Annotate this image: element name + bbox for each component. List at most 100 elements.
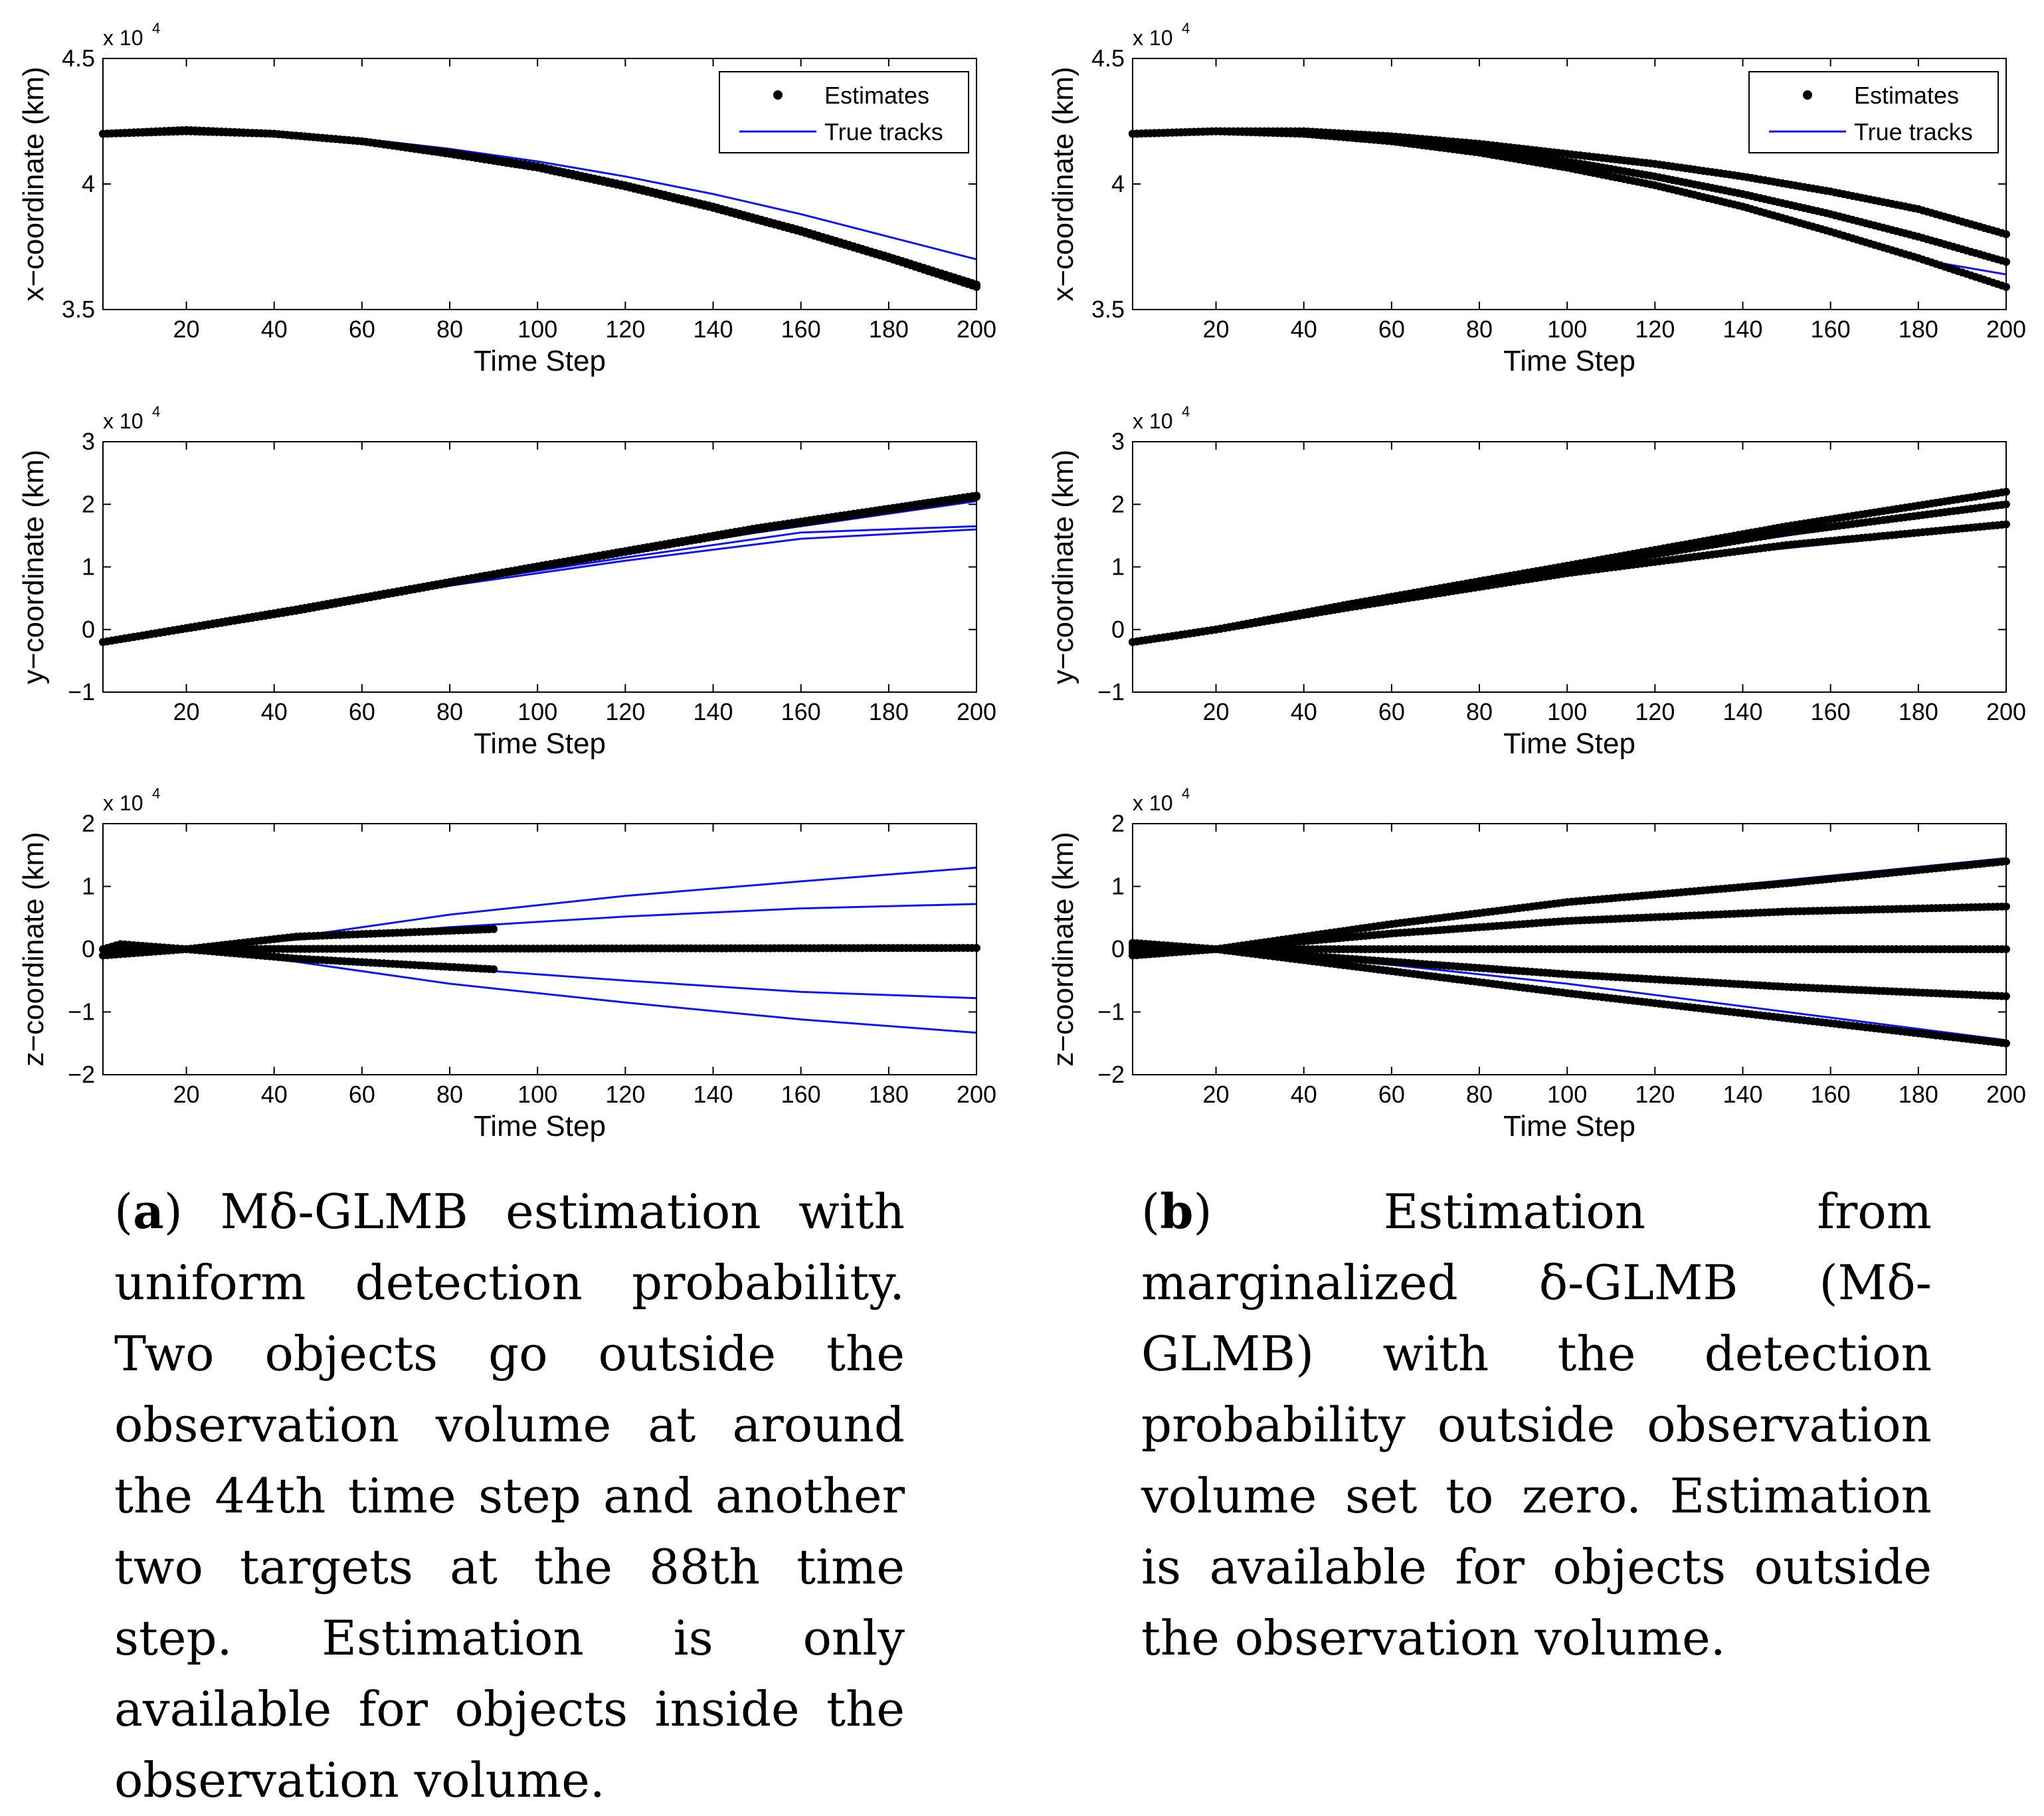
y-exponent-label: x 10 xyxy=(103,409,143,433)
y-exponent-power: 4 xyxy=(152,20,160,37)
x-tick-label: 100 xyxy=(517,698,557,725)
estimate-series xyxy=(99,945,498,974)
y-tick-label: 4 xyxy=(1111,170,1125,197)
x-tick-label: 200 xyxy=(957,316,996,343)
y-axis-label: x−coordinate (km) xyxy=(17,66,50,301)
estimate-point xyxy=(2002,488,2010,496)
estimate-point xyxy=(973,283,980,291)
x-tick-label: 40 xyxy=(261,1081,288,1108)
true-track-line xyxy=(102,525,977,644)
estimate-point xyxy=(973,944,980,953)
y-tick-label: 3.5 xyxy=(62,296,95,323)
y-tick-label: −1 xyxy=(68,998,95,1026)
y-tick-label: 4 xyxy=(82,170,95,197)
x-tick-label: 140 xyxy=(693,1081,733,1108)
x-axis-label: Time Step xyxy=(1503,727,1635,760)
chart-b-x: 20 40 60 80 100 120 140 160 180 200 3.5 4 4.5 x 10 4 Ti… xyxy=(1047,20,2026,377)
x-axis-label: Time Step xyxy=(474,345,606,377)
x-tick-label: 100 xyxy=(517,1081,557,1108)
x-tick-label: 40 xyxy=(261,316,288,343)
caption-a-text: Mδ-GLMB estimation with uniform detectio… xyxy=(114,1184,905,1808)
caption-a-tag: a xyxy=(133,1183,164,1239)
x-tick-label: 20 xyxy=(173,1081,200,1108)
chart-a-y: 20 40 60 80 100 120 140 160 180 200 −1 0 1 2 3 x 10 4 Tim… xyxy=(17,403,996,760)
x-tick-label: 120 xyxy=(605,1081,645,1108)
legend-estimate-marker xyxy=(773,90,783,100)
x-tick-label: 200 xyxy=(1986,1081,2026,1108)
x-tick-label: 40 xyxy=(261,698,288,725)
estimate-series xyxy=(99,492,980,646)
x-tick-label: 20 xyxy=(173,698,200,725)
chart-b-z: 20 40 60 80 100 120 140 160 180 200 −2 −1 0 1 2 x 10 4 Ti… xyxy=(1047,785,2026,1142)
x-tick-label: 160 xyxy=(781,698,821,725)
estimate-point xyxy=(2002,1039,2010,1047)
estimate-point xyxy=(2002,520,2010,529)
estimate-series xyxy=(1129,902,2010,953)
estimate-point xyxy=(490,965,498,974)
y-exponent-label: x 10 xyxy=(1133,409,1172,433)
caption-a: (a) Mδ-GLMB estimation with uniform dete… xyxy=(114,1183,905,1808)
x-axis-label: Time Step xyxy=(1503,345,1635,377)
y-axis-label: x−coordinate (km) xyxy=(1047,66,1079,301)
x-tick-label: 100 xyxy=(1547,316,1587,343)
caption-b-text: Estimation from marginalized δ-GLMB (Mδ-… xyxy=(1141,1184,1932,1666)
x-tick-label: 180 xyxy=(1899,698,1938,725)
x-tick-label: 80 xyxy=(1466,316,1493,343)
x-tick-label: 160 xyxy=(781,1081,821,1108)
estimate-point xyxy=(490,925,498,933)
x-tick-label: 120 xyxy=(1635,698,1675,725)
x-tick-label: 120 xyxy=(605,316,645,343)
estimate-series xyxy=(1129,520,2010,646)
y-tick-label: −2 xyxy=(68,1061,95,1088)
y-exponent-power: 4 xyxy=(1182,403,1190,420)
chart-b-y: 20 40 60 80 100 120 140 160 180 200 −1 0 1 2 3 x 10 4 Tim… xyxy=(1047,403,2026,760)
y-exponent-power: 4 xyxy=(1182,20,1190,37)
estimate-point xyxy=(2002,857,2010,865)
estimate-point xyxy=(2002,992,2010,1000)
estimate-series xyxy=(1129,857,2010,953)
legend-estimates-label: Estimates xyxy=(824,82,929,109)
x-tick-label: 200 xyxy=(957,1081,996,1108)
y-tick-label: −2 xyxy=(1097,1061,1125,1088)
estimate-point xyxy=(2002,945,2010,953)
y-tick-label: −1 xyxy=(1097,998,1125,1026)
true-track-line xyxy=(103,866,977,951)
legend-box xyxy=(719,71,969,153)
x-axis-label: Time Step xyxy=(1503,1110,1635,1142)
estimate-series xyxy=(99,126,980,291)
y-exponent-label: x 10 xyxy=(103,791,143,815)
x-tick-label: 20 xyxy=(1203,1081,1230,1108)
y-tick-label: 4.5 xyxy=(1091,45,1125,72)
estimate-point xyxy=(2002,500,2010,509)
x-tick-label: 80 xyxy=(436,698,463,725)
y-tick-label: 3 xyxy=(82,428,95,455)
y-exponent-power: 4 xyxy=(152,403,160,420)
legend-estimates-label: Estimates xyxy=(1854,82,1959,109)
y-tick-label: 4.5 xyxy=(62,45,95,72)
x-axis-label: Time Step xyxy=(474,1110,606,1142)
y-exponent-power: 4 xyxy=(152,785,160,802)
x-tick-label: 140 xyxy=(1722,1081,1762,1108)
y-axis-label: z−coordinate (km) xyxy=(1047,832,1079,1066)
y-tick-label: 0 xyxy=(1111,616,1125,643)
x-tick-label: 180 xyxy=(1899,1081,1938,1108)
x-tick-label: 20 xyxy=(173,316,200,343)
y-tick-label: 2 xyxy=(1111,810,1125,837)
x-tick-label: 100 xyxy=(517,316,557,343)
x-tick-label: 60 xyxy=(1378,698,1405,725)
y-exponent-power: 4 xyxy=(1182,785,1190,802)
legend-true-label: True tracks xyxy=(824,118,943,145)
y-axis-label: y−coordinate (km) xyxy=(17,450,50,684)
x-tick-label: 200 xyxy=(957,698,996,725)
y-tick-label: −1 xyxy=(68,678,95,705)
estimate-series xyxy=(99,944,980,953)
x-tick-label: 200 xyxy=(1986,316,2026,343)
x-tick-label: 140 xyxy=(693,316,733,343)
estimate-series xyxy=(1129,127,2010,291)
x-tick-label: 140 xyxy=(693,698,733,725)
y-tick-label: −1 xyxy=(1097,678,1125,705)
estimate-point xyxy=(2002,283,2010,291)
true-track-line xyxy=(103,948,977,1034)
x-tick-label: 60 xyxy=(349,316,375,343)
